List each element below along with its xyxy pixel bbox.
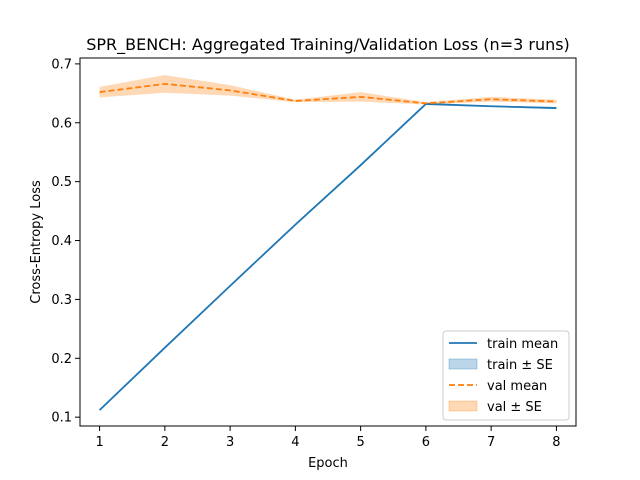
x-tick-label: 5	[356, 435, 364, 450]
series-line-0	[98, 103, 557, 411]
x-axis-label: Epoch	[308, 456, 348, 471]
series-line-1	[99, 83, 557, 105]
y-tick-label: 0.3	[51, 293, 72, 308]
x-tick-label: 4	[291, 435, 299, 450]
legend-entry-se-0: train ± SE	[487, 358, 553, 373]
y-tick-label: 0.6	[51, 116, 72, 131]
x-tick-label: 1	[95, 435, 103, 450]
y-tick-label: 0.2	[51, 352, 72, 367]
y-tick-label: 0.4	[51, 234, 72, 249]
legend-band-swatch-0	[448, 358, 478, 370]
legend-box	[442, 330, 570, 421]
legend-band-swatch-1	[448, 400, 478, 412]
x-tick-label: 8	[552, 435, 560, 450]
chart-title: SPR_BENCH: Aggregated Training/Validatio…	[86, 35, 570, 55]
plot-frame	[79, 57, 577, 427]
y-axis-label: Cross-Entropy Loss	[29, 180, 44, 304]
x-tick-label: 7	[487, 435, 495, 450]
y-tick-label: 0.7	[51, 57, 72, 72]
legend-entry-se-1: val ± SE	[487, 400, 542, 415]
x-axis: 1 2 3 4 5 6 7 8	[95, 426, 561, 450]
y-tick-label: 0.1	[51, 411, 72, 426]
legend-entry-mean-1: val mean	[487, 379, 547, 394]
y-axis: 0.1 0.2 0.3 0.4 0.5 0.6 0.7	[51, 57, 80, 426]
x-tick-label: 3	[226, 435, 234, 450]
series-lines	[98, 83, 557, 411]
x-tick-label: 2	[161, 435, 169, 450]
legend-entry-mean-0: train mean	[487, 337, 558, 352]
legend: train mean train ± SE val mean val ± SE	[442, 330, 570, 421]
y-tick-label: 0.5	[51, 175, 72, 190]
x-tick-label: 6	[422, 435, 430, 450]
